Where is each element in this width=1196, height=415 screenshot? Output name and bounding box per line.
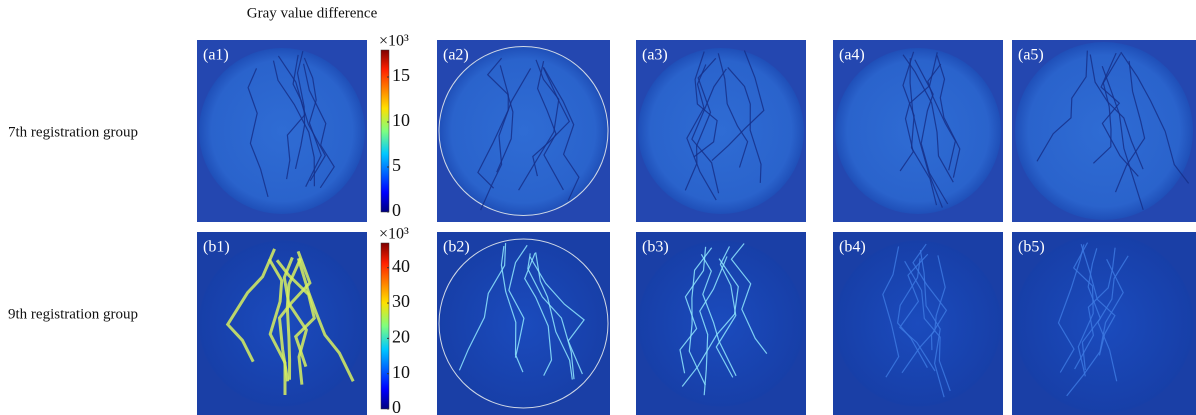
panel-image	[197, 40, 367, 222]
panel-label: (a2)	[443, 47, 469, 64]
panel-image	[1012, 40, 1196, 222]
image-disk	[1015, 234, 1194, 413]
colorbar-tick-label: 40	[392, 256, 410, 276]
panel-image	[833, 232, 1003, 415]
panel-image	[437, 232, 610, 415]
row-label: 9th registration group	[8, 306, 138, 322]
figure: Gray value difference 7th registration g…	[0, 0, 1196, 415]
panel-label: (a3)	[642, 47, 668, 64]
colorbar-tick-label: 20	[392, 326, 410, 346]
image-disk	[199, 48, 365, 214]
panel-image	[833, 40, 1003, 222]
panel-image	[197, 232, 367, 415]
colorbar-tick-label: 0	[392, 397, 401, 415]
panel-image	[1012, 232, 1196, 415]
panel-label: (b1)	[203, 239, 230, 256]
colorbar-multiplier: ×10³	[379, 226, 409, 243]
panel-image	[636, 40, 806, 222]
image-disk	[439, 239, 608, 408]
panel-label: (a5)	[1018, 47, 1044, 64]
colorbar-tick-label: 0	[392, 200, 401, 220]
colorbar	[381, 50, 389, 212]
colorbar-multiplier: ×10³	[379, 33, 409, 50]
panel-label: (b3)	[642, 239, 669, 256]
colorbar-tick-label: 30	[392, 291, 410, 311]
panel-label: (a4)	[839, 47, 865, 64]
image-disk	[835, 48, 1001, 214]
panel-label: (b2)	[443, 239, 470, 256]
image-disk	[1015, 42, 1193, 220]
image-disk	[439, 47, 608, 216]
colorbar-tick-label: 5	[392, 155, 401, 175]
colorbar-title: Gray value difference	[247, 5, 378, 21]
image-disk	[638, 48, 804, 214]
panel-label: (b5)	[1018, 239, 1045, 256]
panel-label: (b4)	[839, 239, 866, 256]
row-label: 7th registration group	[8, 124, 138, 140]
colorbar-tick-label: 10	[392, 110, 410, 130]
panel-image	[437, 40, 610, 222]
colorbar-tick-label: 10	[392, 362, 410, 382]
panel-image	[636, 232, 806, 415]
panel-label: (a1)	[203, 47, 229, 64]
colorbar-tick-label: 15	[392, 65, 410, 85]
